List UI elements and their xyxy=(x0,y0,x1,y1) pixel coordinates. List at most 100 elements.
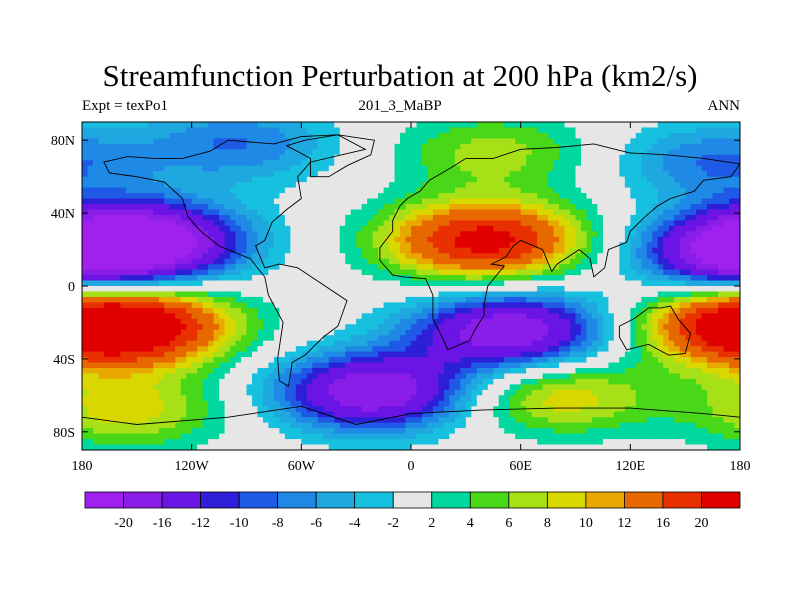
field-cell xyxy=(262,176,270,183)
field-cell xyxy=(356,225,363,232)
field-cell xyxy=(416,127,423,134)
field-cell xyxy=(339,149,346,156)
field-cell xyxy=(537,171,544,178)
field-cell xyxy=(191,335,198,342)
field-cell xyxy=(476,160,483,167)
field-cell xyxy=(707,236,714,243)
field-cell xyxy=(147,187,154,194)
field-cell xyxy=(411,193,418,200)
field-cell xyxy=(202,176,209,183)
field-cell xyxy=(224,291,231,298)
field-cell xyxy=(482,171,489,178)
field-cell xyxy=(531,143,538,150)
field-cell xyxy=(356,193,363,200)
field-cell xyxy=(635,160,642,167)
field-cell xyxy=(416,143,423,150)
field-cell xyxy=(383,204,390,211)
field-cell xyxy=(690,296,697,303)
field-cell xyxy=(400,247,407,254)
field-cell xyxy=(235,236,242,243)
field-cell xyxy=(82,165,89,172)
field-cell xyxy=(180,176,187,183)
field-cell xyxy=(723,187,730,194)
field-cell xyxy=(591,176,599,183)
field-cell xyxy=(674,204,681,211)
field-cell xyxy=(235,318,242,325)
field-cell xyxy=(295,258,302,265)
field-cell xyxy=(520,209,527,216)
field-cell xyxy=(339,171,346,178)
field-cell xyxy=(476,291,483,298)
field-cell xyxy=(668,280,675,287)
field-cell xyxy=(580,291,588,298)
field-cell xyxy=(273,264,280,271)
field-cell xyxy=(339,204,346,211)
field-cell xyxy=(498,318,505,325)
field-cell xyxy=(158,143,165,150)
field-cell xyxy=(432,176,440,183)
field-cell xyxy=(334,313,341,320)
field-cell xyxy=(345,182,352,189)
field-cell xyxy=(685,160,692,167)
field-cell xyxy=(125,187,132,194)
field-cell xyxy=(432,275,440,282)
field-cell xyxy=(411,247,418,254)
field-cell xyxy=(98,149,105,156)
field-cell xyxy=(411,258,418,265)
field-cell xyxy=(372,258,379,265)
field-cell xyxy=(241,313,248,320)
field-cell xyxy=(372,193,379,200)
field-cell xyxy=(361,220,368,227)
field-cell xyxy=(98,176,105,183)
field-cell xyxy=(284,225,291,232)
field-cell xyxy=(696,286,703,293)
field-cell xyxy=(652,204,659,211)
field-cell xyxy=(438,269,445,276)
field-cell xyxy=(482,335,489,342)
field-cell xyxy=(443,307,450,314)
field-cell xyxy=(520,329,527,336)
field-cell xyxy=(526,242,533,249)
field-cell xyxy=(630,291,637,298)
field-cell xyxy=(230,302,237,309)
field-cell xyxy=(350,187,357,194)
field-cell xyxy=(301,127,308,134)
field-cell xyxy=(723,329,730,336)
field-cell xyxy=(389,280,396,287)
field-cell xyxy=(679,291,686,298)
field-cell xyxy=(476,165,483,172)
field-cell xyxy=(251,329,259,336)
field-cell xyxy=(389,286,396,293)
field-cell xyxy=(328,307,335,314)
field-cell xyxy=(580,242,588,249)
field-cell xyxy=(465,264,472,271)
field-cell xyxy=(679,132,686,139)
field-cell xyxy=(224,264,231,271)
field-cell xyxy=(114,335,121,342)
field-cell xyxy=(241,242,248,249)
field-cell xyxy=(158,176,165,183)
field-cell xyxy=(262,165,270,172)
field-cell xyxy=(663,324,670,331)
field-cell xyxy=(498,247,505,254)
field-cell xyxy=(383,296,390,303)
field-cell xyxy=(158,160,165,167)
field-cell xyxy=(306,253,313,260)
field-cell xyxy=(339,231,346,238)
field-cell xyxy=(580,253,588,260)
field-cell xyxy=(690,171,697,178)
field-cell xyxy=(679,340,686,347)
field-cell xyxy=(718,182,725,189)
field-cell xyxy=(646,204,653,211)
field-cell xyxy=(378,264,385,271)
field-cell xyxy=(361,302,368,309)
field-cell xyxy=(378,335,385,342)
field-cell xyxy=(142,209,149,216)
field-cell xyxy=(520,193,527,200)
field-cell xyxy=(679,264,686,271)
field-cell xyxy=(718,264,725,271)
field-cell xyxy=(290,214,297,221)
field-cell xyxy=(367,247,374,254)
field-cell xyxy=(131,160,138,167)
field-cell xyxy=(729,313,736,320)
